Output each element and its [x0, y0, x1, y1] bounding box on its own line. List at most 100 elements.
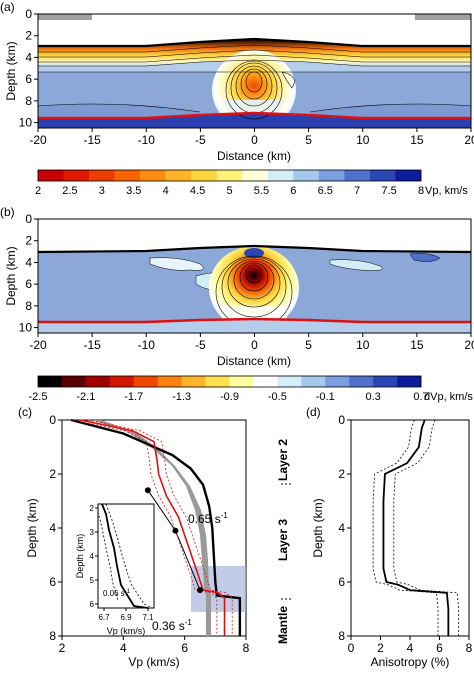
panel-c-marker: [197, 587, 203, 594]
panel-d: 0 2 4 6 8 0 2 4 6 8 (d) Depth (km) Anisotropy (%…: [306, 405, 473, 669]
colorbar-dvp-swatch: [181, 376, 206, 387]
colorbar-dvp-swatch: [253, 376, 278, 387]
c-ytick-label: 4: [49, 521, 56, 535]
colorbar-vp-swatch: [89, 170, 115, 181]
panel-c-lines: [70, 418, 242, 636]
a-ytick-label: 0: [25, 7, 32, 21]
colorbar-vp-swatch: [191, 170, 218, 181]
colorbar-vp-swatch: [38, 170, 64, 181]
a-xtick-label: 0: [251, 133, 258, 147]
colorbar-dvp-frame: [37, 375, 422, 388]
panel-b-velocity-field: [38, 219, 471, 333]
colorbar-vp-swatches: [37, 169, 422, 182]
a-ytick-label: 6: [25, 72, 32, 86]
panel-a-label: (a): [0, 0, 15, 14]
colorbar-dvp: -2.5 -2.1 -1.7 -1.3 -0.9 -0.5 -0.1 0.3 0.7 dVp, …: [29, 375, 473, 403]
inset-xtick-label: 6.7: [98, 613, 110, 622]
colorbar-vp-tick-label: 5.5: [254, 185, 269, 197]
c-xtick-label: 2: [59, 641, 66, 655]
colorbar-dvp-tick-label: -0.5: [268, 391, 287, 403]
colorbar-vp-tick-label: 6.5: [318, 185, 333, 197]
c-ytick-label: 8: [49, 629, 56, 643]
colorbar-dvp-swatch: [205, 376, 230, 387]
colorbar-dvp-swatch: [133, 376, 158, 387]
panel-d-xlabel: Anisotropy (%): [371, 655, 450, 669]
colorbar-vp-tick-label: 7.5: [381, 185, 396, 197]
d-ytick-label: 2: [338, 467, 345, 481]
layer-2-label: Layer 2: [276, 439, 290, 481]
panel-c-mean-profile: [70, 418, 242, 636]
layer-3-label: Layer 3: [276, 519, 290, 561]
panel-d-label: (d): [306, 405, 321, 419]
b-ytick-label: 0: [25, 212, 32, 226]
colorbar-dvp-swatch: [301, 376, 326, 387]
colorbar-dvp-swatch: [373, 376, 398, 387]
panel-c-gradient-1: 0.65 s-1: [188, 511, 228, 526]
a-xtick-label: -20: [29, 133, 47, 147]
panel-a-ylabel: Depth (km): [4, 41, 18, 100]
c-ytick-label: 6: [49, 575, 56, 589]
a-xtick-label: 5: [305, 133, 312, 147]
inset-xlabel: Vp (km/s): [107, 626, 146, 636]
d-ytick-label: 8: [338, 629, 345, 643]
panel-b-label: (b): [0, 205, 15, 219]
panel-c-y-ticks: 0 2 4 6 8: [49, 413, 62, 643]
inset-ylabel: Depth (km): [75, 534, 85, 579]
b-xtick-label: -20: [29, 338, 47, 352]
a-ytick-label: 10: [19, 116, 33, 130]
panel-a-right-bar: [415, 14, 471, 20]
colorbar-dvp-swatch: [277, 376, 302, 387]
panel-d-lines: [372, 419, 460, 636]
panel-c-inset: 0.06 s-1 6.7 6.9 7.1 2 3 4 5 6 Depth (km) Vp (k…: [75, 503, 155, 636]
inset-upper-bound: [105, 503, 153, 609]
colorbar-dvp-tick-label: -0.1: [316, 391, 335, 403]
colorbar-vp-swatch: [140, 170, 166, 181]
colorbar-dvp-swatch: [157, 376, 182, 387]
colorbar-vp-tick-label: 5: [226, 185, 232, 197]
colorbar-vp-unit: Vp, km/s: [425, 185, 468, 197]
c-ytick-label: 0: [49, 413, 56, 427]
colorbar-vp-tick-label: 3: [99, 185, 105, 197]
panel-c-red-profile: [80, 419, 226, 636]
b-xtick-label: 20: [464, 338, 474, 352]
a-xtick-label: -15: [83, 133, 101, 147]
panel-c-marker: [172, 527, 179, 534]
colorbar-vp-tick-label: 8: [418, 185, 424, 197]
a-xtick-label: -10: [138, 133, 156, 147]
panel-d-profile: [382, 419, 450, 636]
panel-b: -20 -15 -10 -5 0 5 10 15 20 0 2 4 6 8 10 (b) Depth (k…: [0, 205, 474, 368]
colorbar-dvp-tick-label: -2.5: [29, 391, 48, 403]
inset-ytick-label: 3: [90, 528, 95, 537]
colorbar-dvp-tick-label: -2.1: [76, 391, 95, 403]
b-xtick-label: -10: [138, 338, 156, 352]
panel-b-y-ticks: 0 2 4 6 8 10: [19, 212, 38, 335]
b-xtick-label: -5: [195, 338, 206, 352]
colorbar-vp-tick-label: 7: [354, 185, 360, 197]
panel-a-x-ticks: -20 -15 -10 -5 0 5 10 15 20: [29, 128, 474, 147]
a-xtick-label: 20: [464, 133, 474, 147]
a-xtick-label: 15: [410, 133, 424, 147]
panel-d-ylabel: Depth (km): [311, 498, 325, 557]
colorbar-vp-tick-label: 2: [35, 185, 41, 197]
panel-a-y-ticks: 0 2 4 6 8 10: [19, 7, 38, 130]
a-ytick-label: 4: [25, 50, 32, 64]
d-ytick-label: 4: [338, 521, 345, 535]
b-ytick-label: 10: [19, 321, 33, 335]
colorbar-dvp-swatch: [325, 376, 350, 387]
d-ytick-label: 0: [338, 413, 345, 427]
d-ytick-label: 6: [338, 575, 345, 589]
mantle-label: Mantle: [276, 606, 290, 644]
colorbar-dvp-unit: dVp, km/s: [424, 391, 473, 403]
b-ytick-label: 2: [25, 234, 32, 248]
colorbar-vp-swatch: [216, 170, 243, 181]
colorbar-dvp-swatches: [37, 375, 422, 388]
colorbar-vp-swatch: [114, 170, 141, 181]
colorbar-vp-ticks: 2 2.5 3 3.5 4 4.5 5 5.5 6 6.5 7 7.5 8: [35, 185, 424, 197]
colorbar-vp-swatch: [242, 170, 269, 181]
panel-a-velocity-field: [38, 14, 471, 128]
colorbar-dvp-swatch: [229, 376, 254, 387]
colorbar-vp-swatch: [267, 170, 294, 181]
panel-a-xlabel: Distance (km): [217, 149, 291, 163]
panel-d-x-ticks: 0 2 4 6 8: [348, 636, 473, 655]
inset-ytick-label: 4: [90, 552, 95, 561]
